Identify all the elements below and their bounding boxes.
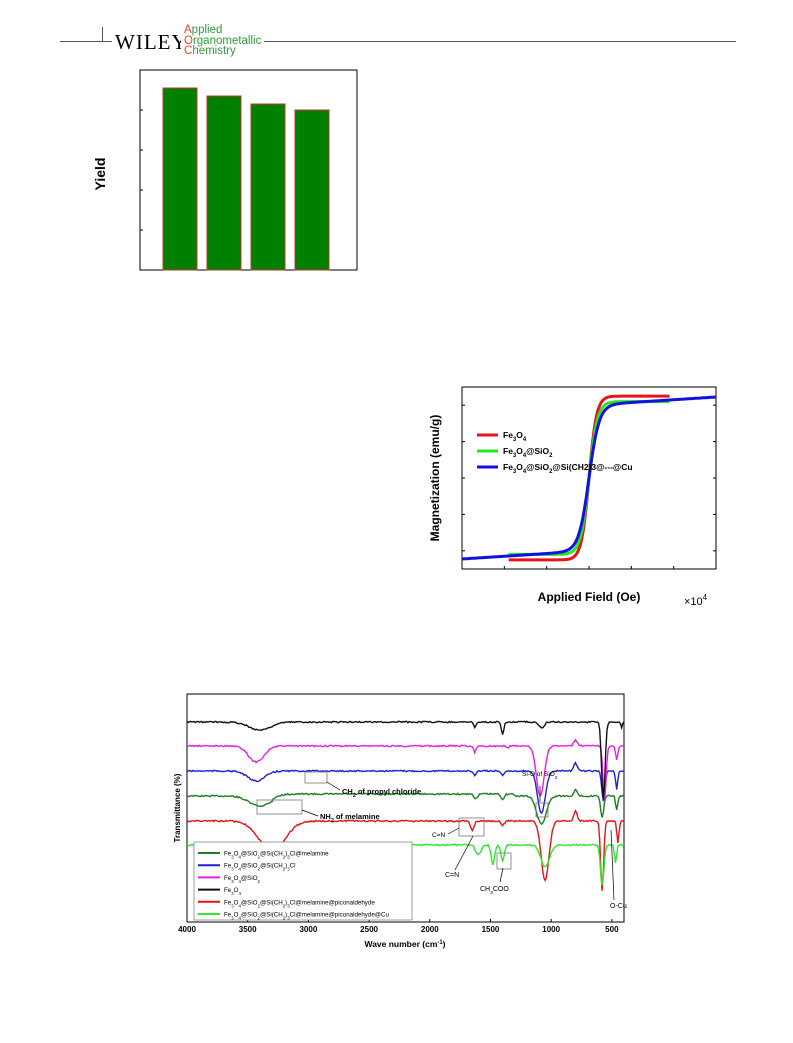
ftir-annotation-arrow	[499, 867, 504, 883]
yield-bar-chart: Yield	[92, 69, 358, 271]
magnetization-chart: Fe3O4 Fe3O4@SiO2 Fe3O4@SiO2@Si(CH2)3@---@C…	[428, 386, 717, 608]
ftir-annotation-box	[256, 799, 303, 815]
ftir-legend-label: Fe3O4	[224, 887, 241, 896]
ftir-xlabel: Wave number (cm-1)	[364, 939, 445, 949]
header-tick	[102, 27, 103, 41]
journal-line-3: Chemistry	[184, 45, 236, 57]
ftir-x-tick-label: 1000	[542, 925, 560, 934]
ftir-annotation-box	[304, 771, 328, 784]
ftir-x-tick-label: 3000	[299, 925, 317, 934]
ftir-legend-label: Fe3O4@SiO2@Si(CH2)3Cl	[224, 863, 295, 872]
ftir-x-tick-label: 2500	[360, 925, 378, 934]
bar-chart-ylabel: Yield	[92, 158, 108, 191]
ftir-x-tick-label: 2000	[421, 925, 439, 934]
ftir-chart: CH2 of propyl chloride NH2 of melamine Si-…	[173, 693, 627, 949]
ftir-series-curve	[186, 720, 625, 800]
ftir-annotation-label: CH3COO	[480, 886, 509, 896]
ftir-x-tick-label: 1500	[482, 925, 500, 934]
ftir-series-curve	[186, 809, 625, 891]
ftir-series-curve	[186, 788, 625, 826]
ftir-x-tick-label: 4000	[178, 925, 196, 934]
mag-legend-label: Fe3O4	[503, 430, 527, 443]
bar	[250, 103, 286, 271]
mag-chart-xlabel: Applied Field (Oe)	[538, 590, 641, 604]
ftir-annotation-arrow	[610, 829, 615, 901]
ftir-legend-label: Fe3O4@SiO2@Si(CH2)3Cl@melamine@piconalde…	[224, 912, 390, 921]
publisher-logo: WILEY	[112, 30, 191, 54]
mag-series-curve	[461, 395, 717, 561]
ftir-annotation-arrow	[447, 827, 460, 835]
mag-chart-x-multiplier: ×104	[684, 593, 708, 608]
ftir-legend-label: Fe3O4@SiO2@Si(CH2)3Cl@melamine@piconalde…	[224, 899, 375, 908]
ftir-annotation-arrow	[454, 835, 474, 871]
ftir-annotation-label: NH2 of melamine	[320, 812, 380, 824]
ftir-ylabel: Transmittance (%)	[173, 773, 182, 842]
ftir-annotation-label: O-Cu	[610, 903, 627, 910]
bar	[206, 95, 242, 271]
ftir-annotation-arrow	[326, 781, 341, 791]
bar	[294, 109, 330, 271]
journal-line-2: Organometallic	[184, 34, 262, 47]
ftir-annotation-box	[496, 852, 512, 870]
mag-chart-ylabel: Magnetization (emu/g)	[428, 415, 442, 542]
ftir-annotation-label: C=N	[432, 832, 445, 839]
ftir-annotation-label: C=N	[445, 872, 459, 879]
journal-logo: Applied Organometallic Chemistry	[181, 24, 265, 57]
ftir-legend-box	[193, 841, 413, 921]
journal-line-1: Applied	[184, 24, 223, 36]
ftir-series-curve	[186, 738, 625, 801]
ftir-legend-label: Fe3O4@SiO2	[224, 875, 261, 884]
mag-legend-label: Fe3O4@SiO2	[503, 446, 553, 459]
ftir-annotation-box	[458, 817, 485, 837]
ftir-legend-label: Fe3O4@SiO2@Si(CH2)3Cl@melamine	[224, 851, 329, 860]
ftir-annotation-label: Si-O of SiO2	[522, 771, 558, 780]
ftir-annotation-arrow	[301, 809, 319, 817]
ftir-x-tick-label: 500	[605, 925, 619, 934]
ftir-annotation-label: CH2 of propyl chloride	[342, 787, 421, 799]
ftir-series-curve	[186, 761, 625, 815]
header-rule	[60, 41, 736, 42]
ftir-x-tick-label: 3500	[239, 925, 257, 934]
bar	[162, 87, 198, 271]
ftir-annotation-box	[535, 802, 549, 818]
mag-legend-label: Fe3O4@SiO2@Si(CH2)3@---@Cu	[503, 462, 633, 475]
